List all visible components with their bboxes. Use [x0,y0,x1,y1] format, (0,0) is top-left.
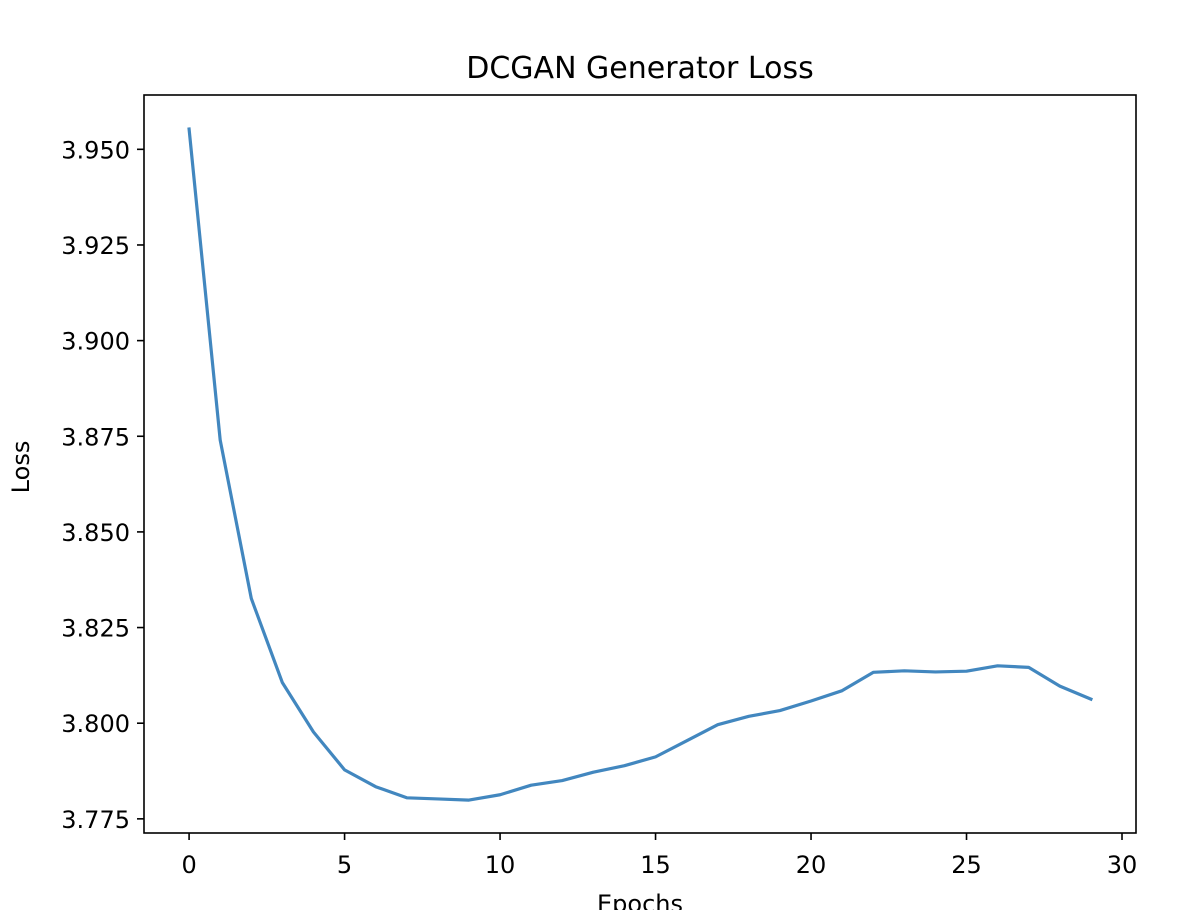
x-tick-label: 0 [181,851,196,879]
x-axis-ticks: 0 5 10 15 20 25 30 [181,833,1137,879]
series-line [187,127,1094,802]
y-axis-label: Loss [7,441,35,494]
y-tick-label: 3.775 [61,806,130,834]
x-tick-label: 5 [337,851,352,879]
y-tick-label: 3.875 [61,423,130,451]
y-tick-label: 3.950 [61,136,130,164]
x-axis-label: Epochs [597,890,683,910]
series-group [187,127,1094,802]
x-tick-label: 25 [951,851,982,879]
plot-frame [143,94,1137,834]
y-tick-label: 3.900 [61,328,130,356]
y-tick-label: 3.800 [61,710,130,738]
chart-title: DCGAN Generator Loss [466,51,813,86]
x-tick-label: 15 [640,851,671,879]
y-axis-ticks: 3.775 3.800 3.825 3.850 3.875 3.900 3.925 3.950 [61,136,144,834]
x-tick-label: 10 [485,851,516,879]
y-tick-label: 3.925 [61,232,130,260]
x-tick-label: 20 [796,851,827,879]
y-tick-label: 3.825 [61,615,130,643]
x-tick-label: 30 [1107,851,1138,879]
y-tick-label: 3.850 [61,519,130,547]
